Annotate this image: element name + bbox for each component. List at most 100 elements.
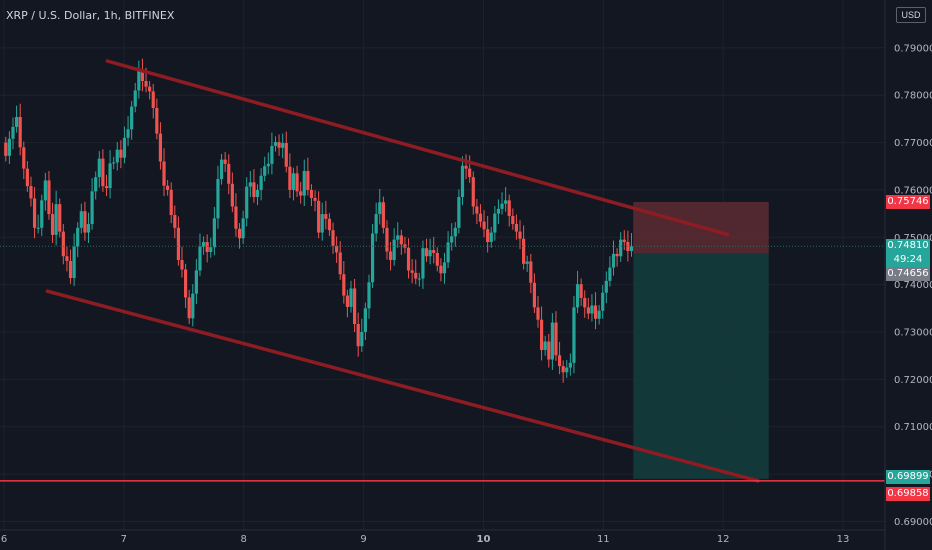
- candle-body: [464, 165, 468, 169]
- price-tick-label: 0.72000: [894, 375, 932, 386]
- candle-body: [335, 245, 339, 253]
- candle-body: [345, 295, 350, 307]
- candle-body: [586, 307, 590, 314]
- candle-body: [248, 182, 252, 187]
- candle-body: [450, 236, 454, 243]
- candle-body: [349, 288, 353, 307]
- candle-body: [504, 200, 508, 204]
- candle-body: [317, 200, 321, 233]
- candle-body: [291, 173, 296, 190]
- candle-body: [353, 288, 357, 324]
- candle-body: [97, 158, 101, 178]
- candle-body: [468, 168, 472, 178]
- candle-body: [284, 143, 288, 167]
- candle-body: [11, 126, 15, 139]
- channel-upper-line: [105, 58, 730, 237]
- candle-body: [166, 185, 170, 190]
- candle-body: [194, 270, 198, 294]
- candle-body: [367, 282, 371, 309]
- candle-body: [7, 138, 11, 156]
- price-tag: 0.69858: [886, 486, 930, 501]
- candle-body: [205, 242, 209, 252]
- candle-body: [241, 218, 245, 239]
- candle-body: [263, 166, 267, 176]
- candle-body: [399, 235, 403, 245]
- candle-body: [529, 261, 533, 283]
- candle-body: [608, 267, 612, 281]
- candle-body: [507, 200, 511, 216]
- candle-body: [342, 274, 346, 296]
- candle-body: [223, 159, 227, 164]
- candle-body: [133, 90, 137, 107]
- candle-body: [557, 355, 562, 367]
- candle-body: [4, 142, 8, 156]
- candle-body: [370, 233, 375, 283]
- price-tick-label: 0.69000: [894, 517, 932, 528]
- candle-body: [288, 166, 292, 190]
- candle-body: [392, 239, 396, 261]
- candle-body: [191, 293, 195, 319]
- candle-body: [446, 242, 450, 263]
- candle-body: [583, 297, 587, 308]
- candle-body: [18, 116, 22, 148]
- candle-body: [313, 197, 317, 201]
- candle-body: [198, 246, 202, 271]
- candle-body: [525, 261, 529, 264]
- candle-body: [622, 239, 626, 243]
- time-tick-label: 12: [717, 534, 730, 545]
- candle-body: [522, 238, 526, 264]
- candle-body: [511, 215, 515, 225]
- price-tag: 0.74810: [886, 239, 930, 254]
- candle-body: [29, 186, 33, 199]
- candle-body: [144, 80, 148, 87]
- candle-body: [579, 284, 583, 298]
- candle-body: [428, 250, 432, 257]
- price-tick-label: 0.77000: [894, 138, 932, 149]
- currency-badge[interactable]: USD: [896, 7, 926, 23]
- candle-body: [568, 362, 572, 368]
- candle-body: [101, 158, 105, 187]
- candle-body: [180, 260, 184, 270]
- candle-body: [324, 214, 328, 219]
- candle-body: [273, 142, 278, 146]
- candle-body: [50, 214, 55, 235]
- candles: [4, 58, 634, 383]
- candle-body: [209, 247, 213, 252]
- candle-body: [597, 310, 601, 319]
- candle-body: [90, 191, 94, 225]
- candle-body: [475, 206, 479, 214]
- position-zones: [633, 201, 769, 479]
- candle-body: [439, 265, 443, 274]
- candle-body: [590, 305, 594, 314]
- price-tick-label: 0.76000: [894, 185, 932, 196]
- candle-body: [72, 246, 76, 279]
- candle-body: [486, 229, 490, 243]
- candle-body: [252, 182, 256, 198]
- candle-body: [259, 175, 263, 190]
- price-tick-label: 0.79000: [894, 43, 932, 54]
- candle-body: [493, 213, 497, 233]
- candle-body: [575, 284, 580, 308]
- candle-body: [374, 214, 378, 234]
- candle-body: [14, 116, 19, 127]
- candle-body: [331, 230, 335, 246]
- candle-body: [572, 307, 576, 363]
- price-tag: 49:24: [886, 253, 930, 268]
- candle-body: [414, 272, 418, 279]
- candle-body: [611, 253, 616, 268]
- candle-body: [237, 228, 242, 239]
- candle-body: [79, 211, 83, 228]
- candle-body: [453, 227, 457, 237]
- candle-body: [266, 163, 270, 167]
- candle-body: [518, 231, 522, 239]
- candle-body: [94, 177, 98, 192]
- time-tick-label: 13: [837, 534, 850, 545]
- candle-body: [471, 177, 475, 207]
- candle-body: [489, 232, 493, 243]
- candle-body: [478, 213, 483, 222]
- candle-body: [115, 149, 119, 163]
- candle-body: [140, 70, 145, 81]
